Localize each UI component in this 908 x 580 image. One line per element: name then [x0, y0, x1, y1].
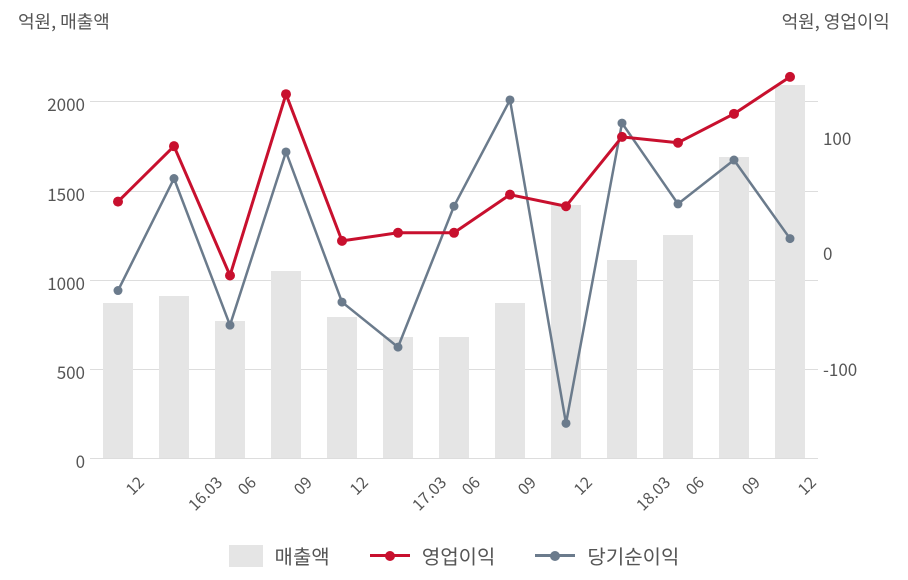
legend-item-line2: 당기순이익	[535, 541, 679, 570]
legend-label-line1: 영업이익	[422, 541, 496, 570]
series-marker	[170, 174, 179, 183]
series-marker	[561, 201, 571, 211]
series-line	[118, 77, 790, 276]
legend-swatch-line2	[535, 554, 575, 557]
series-marker	[618, 119, 627, 128]
series-marker	[450, 202, 459, 211]
legend: 매출액 영업이익 당기순이익	[0, 541, 908, 570]
series-marker	[785, 72, 795, 82]
x-tick-label: 12	[791, 470, 821, 500]
x-tick-label: 06	[231, 470, 261, 500]
y-tick-left-label: 2000	[30, 91, 85, 116]
legend-swatch-bar	[229, 545, 263, 567]
series-marker	[617, 132, 627, 142]
x-tick-label: 16.03	[182, 470, 227, 515]
series-marker	[394, 343, 403, 352]
legend-label-line2: 당기순이익	[587, 541, 679, 570]
x-tick-label: 09	[511, 470, 541, 500]
series-line	[118, 100, 790, 423]
x-tick-label: 09	[287, 470, 317, 500]
gridline	[90, 458, 818, 459]
x-tick-label: 17.03	[406, 470, 451, 515]
y-tick-left-label: 1500	[30, 181, 85, 206]
left-axis-title: 억원, 매출액	[18, 8, 110, 34]
plot-area	[90, 48, 818, 458]
y-tick-right-label: 0	[823, 240, 878, 265]
series-marker	[449, 228, 459, 238]
series-marker	[506, 95, 515, 104]
series-marker	[674, 199, 683, 208]
series-marker	[562, 419, 571, 428]
y-tick-right-label: -100	[823, 356, 878, 381]
x-tick-label: 06	[679, 470, 709, 500]
legend-item-bar: 매출액	[229, 541, 330, 570]
series-marker	[113, 197, 123, 207]
chart-container: 억원, 매출액 억원, 영업이익 0 500 1000 1500 2000 -100 0 1…	[0, 0, 908, 580]
x-tick-label: 12	[343, 470, 373, 500]
x-tick-label: 12	[119, 470, 149, 500]
x-tick-label: 09	[735, 470, 765, 500]
series-marker	[393, 228, 403, 238]
y-tick-left-label: 0	[30, 448, 85, 473]
series-marker	[505, 190, 515, 200]
x-tick-label: 12	[567, 470, 597, 500]
series-marker	[225, 271, 235, 281]
series-marker	[337, 236, 347, 246]
y-tick-right-label: 100	[823, 125, 878, 150]
legend-label-bar: 매출액	[275, 541, 330, 570]
x-tick-label: 06	[455, 470, 485, 500]
legend-item-line1: 영업이익	[370, 541, 496, 570]
series-marker	[226, 321, 235, 330]
legend-swatch-line1	[370, 554, 410, 557]
series-marker	[786, 234, 795, 243]
right-axis-title: 억원, 영업이익	[782, 8, 890, 34]
y-tick-left-label: 500	[30, 359, 85, 384]
series-marker	[281, 89, 291, 99]
lines-layer	[90, 48, 818, 458]
series-marker	[114, 286, 123, 295]
series-marker	[673, 138, 683, 148]
series-marker	[730, 156, 739, 165]
x-tick-label: 18.03	[630, 470, 675, 515]
series-marker	[169, 141, 179, 151]
series-marker	[338, 298, 347, 307]
series-marker	[729, 109, 739, 119]
y-tick-left-label: 1000	[30, 270, 85, 295]
series-marker	[282, 147, 291, 156]
